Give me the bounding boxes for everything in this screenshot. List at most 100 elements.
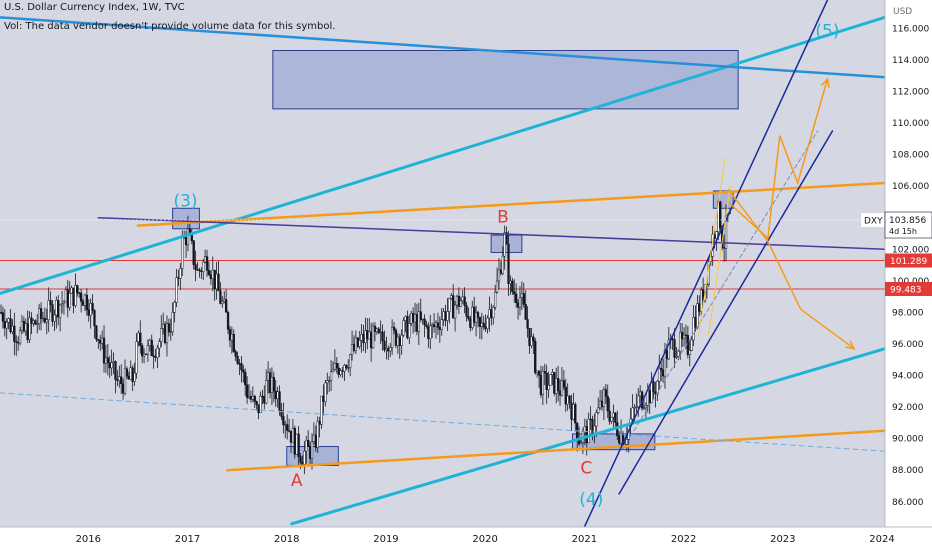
candle-body-270 bbox=[514, 293, 518, 304]
candle-body-288 bbox=[549, 374, 552, 386]
candle-body-354 bbox=[675, 356, 678, 358]
candle-body-226 bbox=[431, 324, 434, 327]
wave-label-5: C bbox=[580, 458, 592, 478]
candle-body-57 bbox=[108, 362, 111, 369]
trendline-4 bbox=[225, 429, 885, 472]
candle-body-59 bbox=[112, 361, 115, 363]
time-tick-2: 2018 bbox=[274, 534, 299, 545]
candle-body-356 bbox=[679, 331, 682, 352]
candle-body-258 bbox=[492, 306, 495, 319]
candle-body-271 bbox=[516, 302, 520, 308]
candle-body-324 bbox=[618, 435, 621, 444]
candle-body-321 bbox=[612, 412, 615, 418]
candle-body-239 bbox=[455, 295, 459, 306]
trendline-2 bbox=[0, 16, 885, 79]
candle-body-44 bbox=[83, 294, 87, 306]
candle-body-171 bbox=[326, 380, 329, 384]
candle-body-310 bbox=[591, 418, 594, 434]
candle-body-212 bbox=[404, 316, 407, 321]
candle-body-92 bbox=[175, 277, 178, 303]
candle-body-56 bbox=[106, 357, 109, 364]
candle-body-28 bbox=[53, 314, 56, 322]
candle-body-162 bbox=[308, 445, 312, 459]
candle-body-262 bbox=[499, 269, 503, 274]
candle-body-145 bbox=[276, 391, 279, 400]
candle-body-316 bbox=[602, 389, 606, 408]
candle-body-211 bbox=[402, 320, 405, 336]
price-tick-10: 106.000 bbox=[892, 182, 929, 192]
candle-body-86 bbox=[163, 323, 167, 344]
candle-body-295 bbox=[562, 380, 565, 388]
candle-body-186 bbox=[354, 337, 358, 351]
candle-body-72 bbox=[137, 332, 140, 342]
candle-body-154 bbox=[293, 428, 296, 455]
candle-body-192 bbox=[366, 330, 369, 340]
price-tick-5: 96.000 bbox=[892, 340, 924, 350]
candle-body-210 bbox=[400, 334, 403, 346]
candle-body-237 bbox=[452, 295, 455, 319]
candle-body-3 bbox=[5, 322, 8, 329]
candle-body-175 bbox=[333, 363, 337, 370]
candle-body-193 bbox=[368, 331, 371, 340]
candle-body-157 bbox=[299, 456, 302, 463]
candle-body-102 bbox=[194, 264, 197, 270]
candle-body-227 bbox=[432, 324, 436, 328]
candle-body-334 bbox=[637, 395, 640, 408]
candle-body-52 bbox=[99, 339, 102, 344]
candle-body-12 bbox=[22, 321, 26, 332]
trendline-0 bbox=[0, 15, 885, 295]
candle-body-345 bbox=[658, 368, 661, 382]
candle-body-4 bbox=[7, 318, 10, 323]
candle-body-19 bbox=[36, 323, 39, 325]
candle-body-366 bbox=[698, 303, 701, 312]
candle-body-365 bbox=[696, 303, 699, 328]
candle-body-168 bbox=[320, 395, 323, 425]
candle-body-220 bbox=[419, 311, 422, 320]
price-tick-14: 114.000 bbox=[892, 56, 929, 66]
candle-body-93 bbox=[177, 277, 180, 279]
candle-body-90 bbox=[171, 312, 174, 333]
candle-body-243 bbox=[463, 296, 466, 306]
candle-body-331 bbox=[631, 407, 634, 420]
candle-body-51 bbox=[97, 339, 100, 341]
candle-body-132 bbox=[251, 395, 254, 400]
candle-body-357 bbox=[680, 331, 684, 340]
level-tag-1: 99.483 bbox=[890, 286, 922, 296]
candle-body-14 bbox=[26, 323, 29, 340]
candle-body-355 bbox=[677, 350, 680, 357]
candle-body-283 bbox=[539, 374, 543, 396]
candle-body-140 bbox=[266, 372, 270, 381]
candle-body-126 bbox=[240, 363, 243, 371]
candle-body-247 bbox=[471, 306, 474, 328]
candle-body-250 bbox=[476, 312, 480, 318]
last-price-countdown: 4d 15h bbox=[889, 227, 917, 236]
candle-body-74 bbox=[141, 345, 144, 357]
candle-body-111 bbox=[211, 269, 214, 279]
candle-body-164 bbox=[312, 434, 316, 442]
candle-body-98 bbox=[186, 228, 190, 246]
candle-body-269 bbox=[513, 291, 516, 295]
candle-body-379 bbox=[722, 247, 726, 249]
candle-body-352 bbox=[671, 338, 674, 340]
candle-body-228 bbox=[434, 322, 438, 328]
candle-body-127 bbox=[242, 369, 245, 373]
candle-body-180 bbox=[343, 364, 346, 372]
candle-body-16 bbox=[30, 317, 33, 324]
candle-body-110 bbox=[209, 274, 213, 279]
candle-body-166 bbox=[316, 420, 319, 448]
candle-body-242 bbox=[461, 296, 464, 302]
candle-body-286 bbox=[545, 372, 548, 390]
candle-body-274 bbox=[522, 293, 525, 305]
candle-body-113 bbox=[215, 273, 218, 290]
candle-body-149 bbox=[284, 424, 287, 426]
candle-body-307 bbox=[585, 426, 588, 444]
candle-body-54 bbox=[102, 337, 106, 364]
candle-body-68 bbox=[129, 367, 132, 380]
time-axis-bg bbox=[0, 527, 932, 550]
candle-body-50 bbox=[95, 325, 98, 340]
candle-body-253 bbox=[482, 322, 485, 328]
candle-body-282 bbox=[537, 370, 541, 376]
candle-body-169 bbox=[322, 395, 325, 402]
